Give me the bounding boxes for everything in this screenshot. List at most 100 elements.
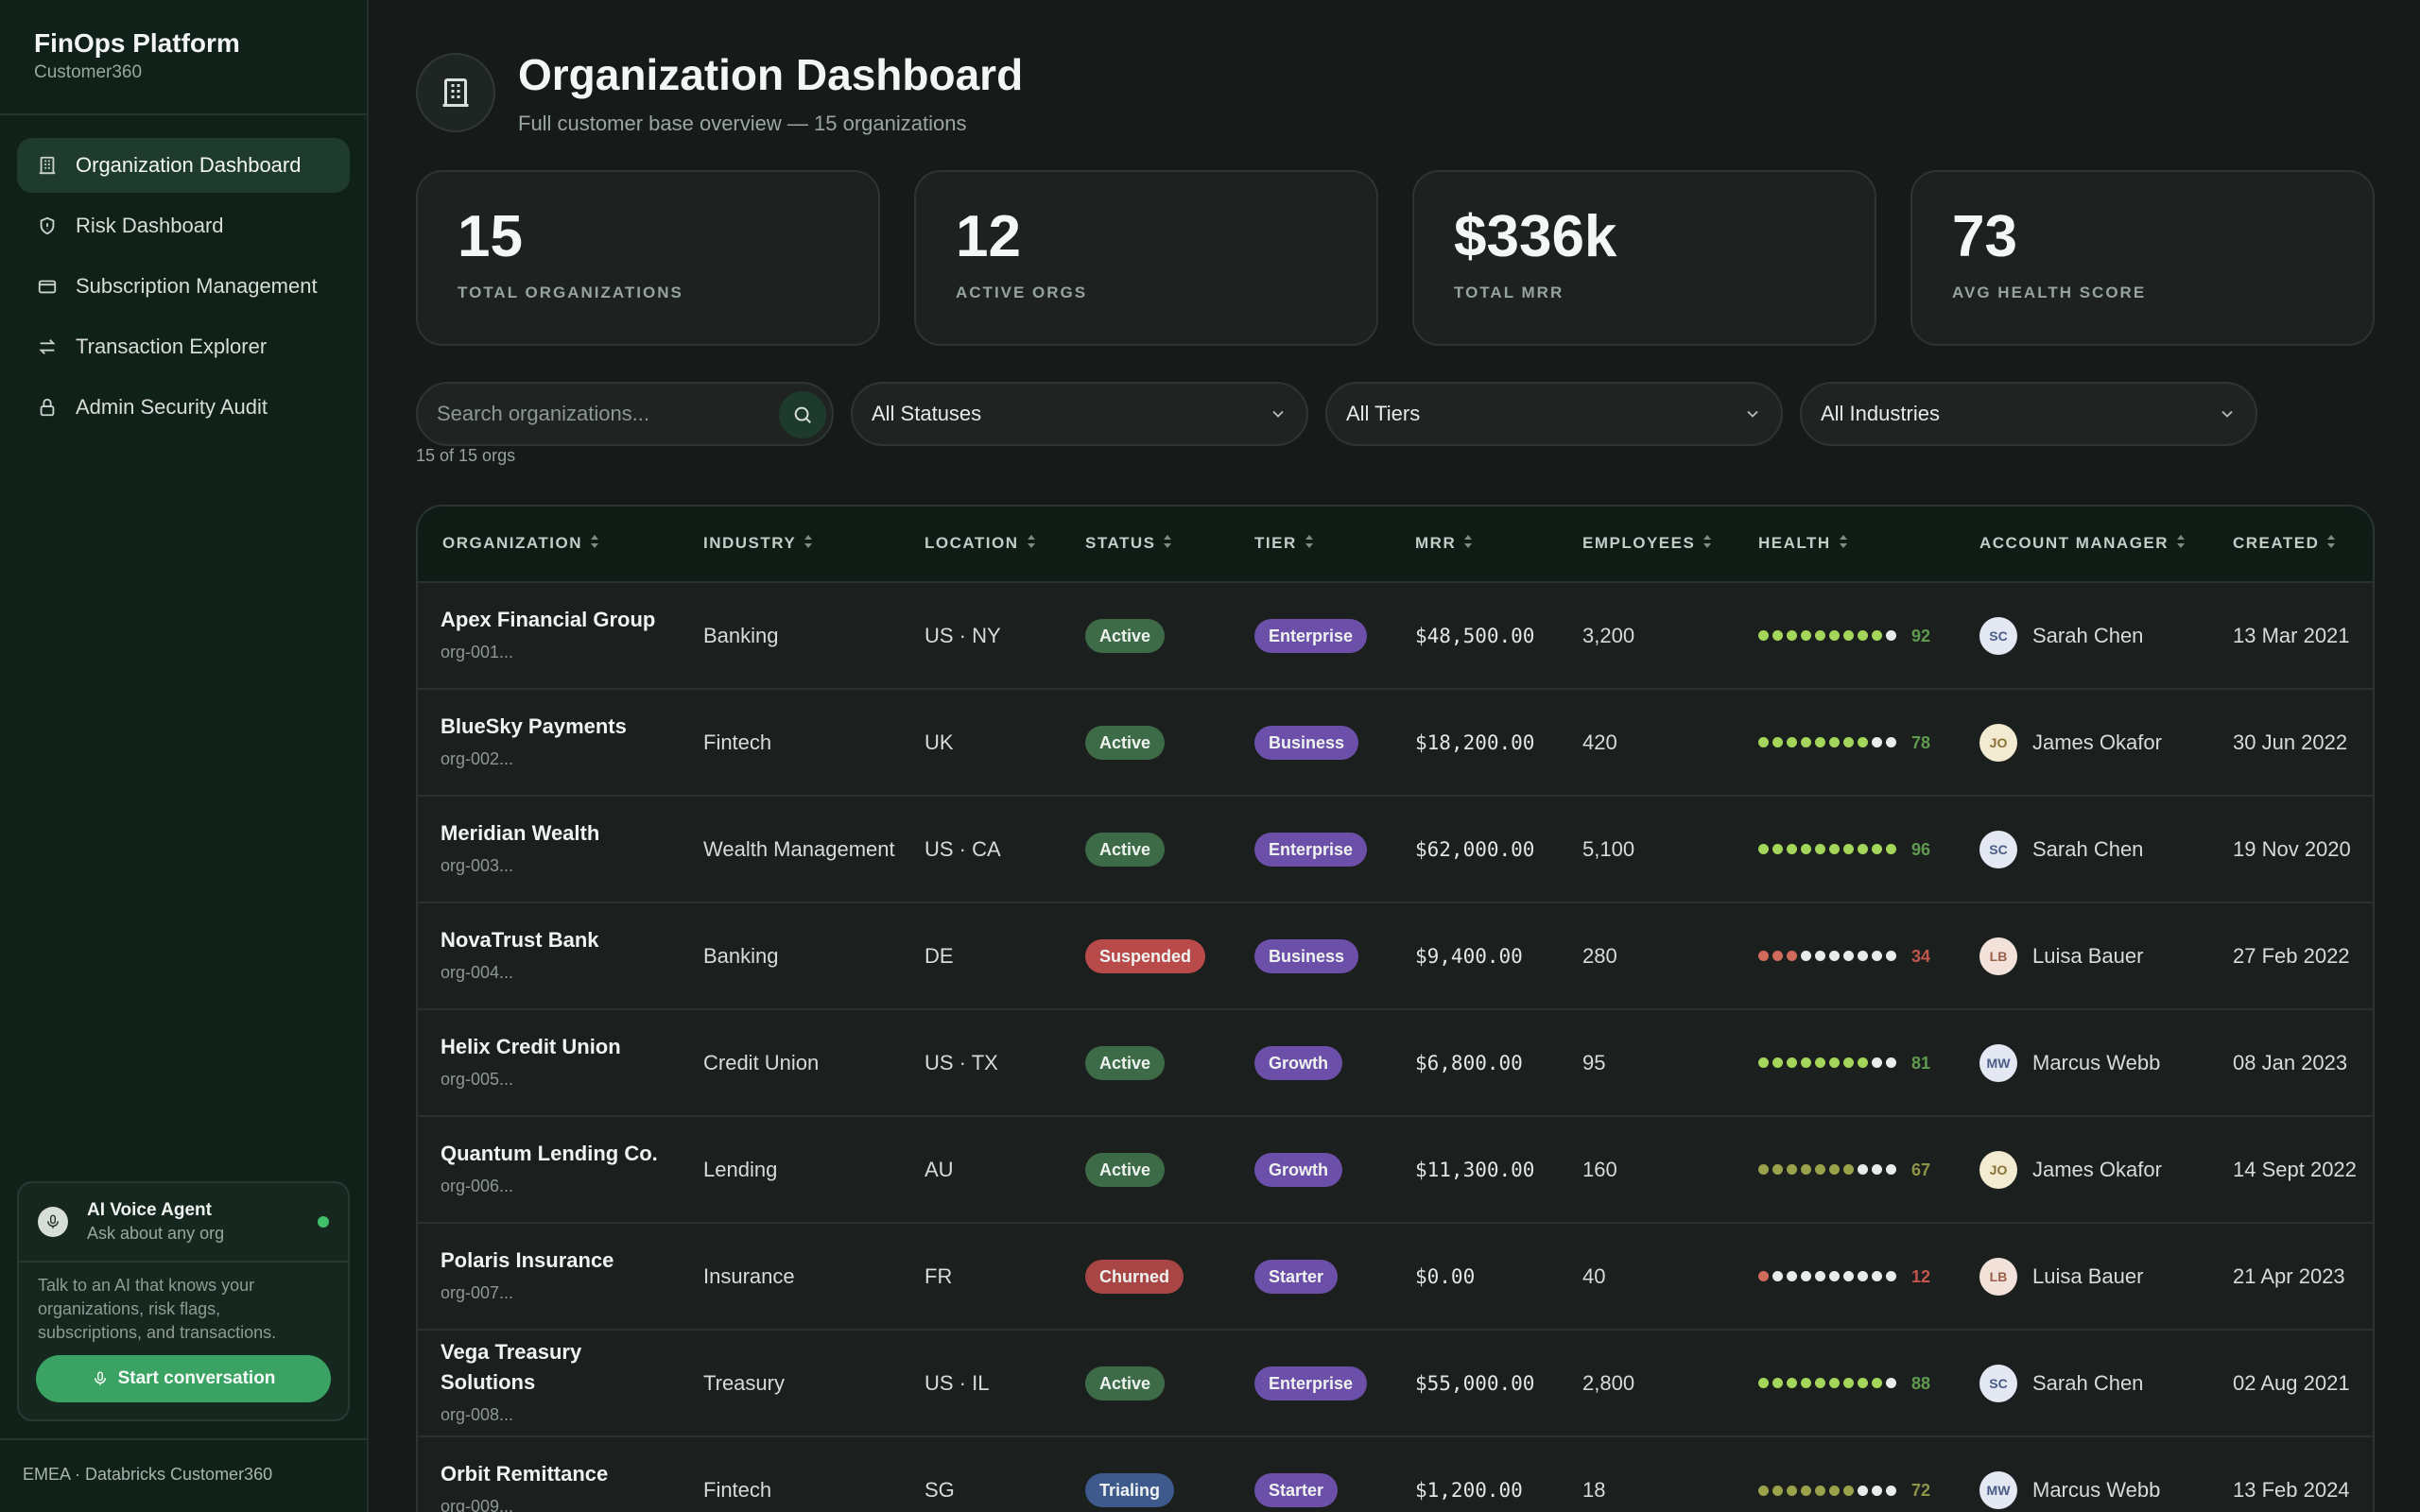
created-cell: 13 Feb 2024 bbox=[2208, 1436, 2373, 1512]
table-row[interactable]: Quantum Lending Co. org-006... Lending AU Ac… bbox=[418, 1116, 2373, 1223]
sidebar-item-organization-dashboard[interactable]: Organization Dashboard bbox=[17, 138, 350, 193]
org-cell: Polaris Insurance org-007... bbox=[418, 1223, 679, 1330]
health-dot bbox=[1787, 1057, 1797, 1068]
org-name[interactable]: Helix Credit Union bbox=[441, 1034, 621, 1058]
sidebar-item-admin-security-audit[interactable]: Admin Security Audit bbox=[17, 380, 350, 435]
sort-icon bbox=[1703, 534, 1712, 554]
table-row[interactable]: Polaris Insurance org-007... Insurance FR Ch… bbox=[418, 1223, 2373, 1330]
column-header-location[interactable]: LOCATION bbox=[900, 507, 1061, 582]
mrr-value: $18,200.00 bbox=[1415, 730, 1535, 754]
org-name[interactable]: Polaris Insurance bbox=[441, 1247, 614, 1272]
created-date: 14 Sept 2022 bbox=[2233, 1157, 2357, 1181]
column-header-account-manager[interactable]: ACCOUNT MANAGER bbox=[1955, 507, 2208, 582]
industry-cell: Lending bbox=[679, 1116, 900, 1223]
org-name[interactable]: NovaTrust Bank bbox=[441, 927, 599, 952]
column-header-organization[interactable]: ORGANIZATION bbox=[418, 507, 679, 582]
table-row[interactable]: Vega Treasury Solutions org-008... Treasur… bbox=[418, 1330, 2373, 1436]
mrr-cell: $1,200.00 bbox=[1391, 1436, 1558, 1512]
search-input[interactable] bbox=[437, 402, 758, 426]
industry-value: Banking bbox=[703, 623, 779, 647]
sidebar-item-risk-dashboard[interactable]: Risk Dashboard bbox=[17, 198, 350, 253]
created-date: 27 Feb 2022 bbox=[2233, 943, 2350, 968]
table-row[interactable]: BlueSky Payments org-002... Fintech UK Activ… bbox=[418, 689, 2373, 796]
industry-value: Fintech bbox=[703, 1478, 772, 1502]
sidebar-item-transaction-explorer[interactable]: Transaction Explorer bbox=[17, 319, 350, 374]
health-dot bbox=[1829, 1057, 1840, 1068]
location-cell: US · CA bbox=[900, 796, 1061, 902]
health-indicator: 96 bbox=[1758, 834, 1955, 865]
sort-icon bbox=[590, 534, 599, 554]
table-row[interactable]: Orbit Remittance org-009... Fintech SG Trial… bbox=[418, 1436, 2373, 1512]
status-cell: Active bbox=[1061, 1330, 1230, 1436]
column-header-created[interactable]: CREATED bbox=[2208, 507, 2373, 582]
health-dot bbox=[1886, 737, 1896, 747]
tier-filter-select[interactable]: All Tiers bbox=[1325, 382, 1783, 446]
column-header-employees[interactable]: EMPLOYEES bbox=[1558, 507, 1734, 582]
org-id: org-004... bbox=[441, 962, 514, 982]
stat-card-active-orgs: 12 ACTIVE ORGS bbox=[914, 170, 1378, 346]
created-cell: 21 Apr 2023 bbox=[2208, 1223, 2373, 1330]
manager-name: Marcus Webb bbox=[2032, 1478, 2161, 1502]
location-value: UK bbox=[925, 730, 954, 754]
org-name[interactable]: Vega Treasury Solutions bbox=[441, 1339, 582, 1394]
mrr-value: $6,800.00 bbox=[1415, 1051, 1523, 1074]
industry-cell: Credit Union bbox=[679, 1009, 900, 1116]
org-name[interactable]: Quantum Lending Co. bbox=[441, 1141, 658, 1165]
health-dot bbox=[1843, 844, 1854, 854]
org-name[interactable]: BlueSky Payments bbox=[441, 713, 627, 738]
table-row[interactable]: NovaTrust Bank org-004... Banking DE Suspend… bbox=[418, 902, 2373, 1009]
table-row[interactable]: Apex Financial Group org-001... Banking US … bbox=[418, 582, 2373, 689]
column-header-industry[interactable]: INDUSTRY bbox=[679, 507, 900, 582]
brand: FinOps Platform Customer360 bbox=[0, 0, 367, 115]
sidebar-item-subscription-management[interactable]: Subscription Management bbox=[17, 259, 350, 314]
industry-filter-select[interactable]: All Industries bbox=[1800, 382, 2257, 446]
agent-name: AI Voice Agent bbox=[87, 1200, 212, 1220]
industry-cell: Banking bbox=[679, 582, 900, 689]
health-dot bbox=[1787, 951, 1797, 961]
employees-value: 420 bbox=[1582, 730, 1617, 754]
table-row[interactable]: Helix Credit Union org-005... Credit Union… bbox=[418, 1009, 2373, 1116]
org-cell: Orbit Remittance org-009... bbox=[418, 1436, 679, 1512]
health-dot bbox=[1772, 737, 1783, 747]
start-conversation-label: Start conversation bbox=[117, 1368, 276, 1388]
org-name[interactable]: Orbit Remittance bbox=[441, 1462, 609, 1486]
table-row[interactable]: Meridian Wealth org-003... Wealth Manageme… bbox=[418, 796, 2373, 902]
mrr-value: $55,000.00 bbox=[1415, 1371, 1535, 1395]
tier-cell: Business bbox=[1230, 902, 1391, 1009]
health-dot bbox=[1787, 737, 1797, 747]
health-dot bbox=[1829, 1485, 1840, 1496]
org-name[interactable]: Apex Financial Group bbox=[441, 607, 656, 631]
sort-icon bbox=[2176, 534, 2186, 554]
status-filter-select[interactable]: All Statuses bbox=[851, 382, 1308, 446]
tier-badge: Starter bbox=[1254, 1473, 1339, 1507]
mrr-value: $1,200.00 bbox=[1415, 1479, 1523, 1502]
column-header-status[interactable]: STATUS bbox=[1061, 507, 1230, 582]
column-header-health[interactable]: HEALTH bbox=[1734, 507, 1955, 582]
shield-icon bbox=[36, 215, 59, 237]
column-header-label: ACCOUNT MANAGER bbox=[1979, 533, 2169, 552]
org-name[interactable]: Meridian Wealth bbox=[441, 820, 600, 845]
health-indicator: 72 bbox=[1758, 1475, 1955, 1505]
page-title: Organization Dashboard bbox=[518, 50, 1024, 99]
mrr-cell: $9,400.00 bbox=[1391, 902, 1558, 1009]
column-header-tier[interactable]: TIER bbox=[1230, 507, 1391, 582]
building-icon bbox=[36, 154, 59, 177]
status-filter-value: All Statuses bbox=[872, 402, 982, 425]
manager-cell: SC Sarah Chen bbox=[1955, 1330, 2208, 1436]
health-dot bbox=[1872, 1485, 1882, 1496]
health-score: 96 bbox=[1911, 839, 1931, 859]
tier-cell: Growth bbox=[1230, 1009, 1391, 1116]
industry-cell: Wealth Management bbox=[679, 796, 900, 902]
avatar: SC bbox=[1979, 1364, 2017, 1402]
column-header-mrr[interactable]: MRR bbox=[1391, 507, 1558, 582]
sort-icon bbox=[1027, 534, 1036, 554]
start-conversation-button[interactable]: Start conversation bbox=[36, 1355, 331, 1402]
industry-value: Fintech bbox=[703, 730, 772, 754]
industry-filter-value: All Industries bbox=[1821, 402, 1940, 425]
health-dot bbox=[1772, 1485, 1783, 1496]
manager-cell: SC Sarah Chen bbox=[1955, 796, 2208, 902]
health-cell: 34 bbox=[1734, 902, 1955, 1009]
search-button[interactable] bbox=[779, 391, 826, 438]
location-cell: US · TX bbox=[900, 1009, 1061, 1116]
health-dot bbox=[1886, 1164, 1896, 1175]
